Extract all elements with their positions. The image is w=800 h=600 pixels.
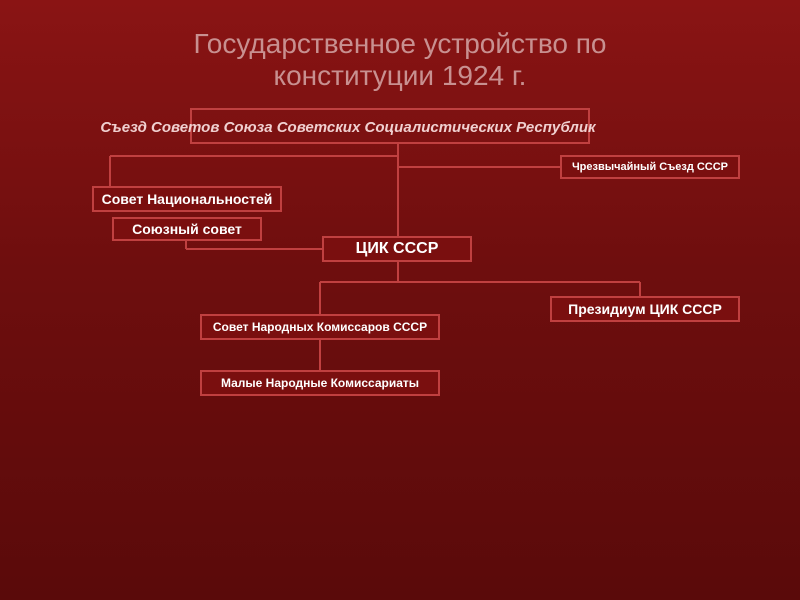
node-union-council: Союзный совет [112, 217, 262, 241]
title-line-1: Государственное устройство по [194, 28, 607, 59]
node-snk-ussr: Совет Народных Комиссаров СССР [200, 314, 440, 340]
slide-title: Государственное устройство по конституци… [0, 28, 800, 92]
node-extraordinary-congress: Чрезвычайный Съезд СССР [560, 155, 740, 179]
node-presidium-cik: Президиум ЦИК СССР [550, 296, 740, 322]
node-cik-ussr: ЦИК СССР [322, 236, 472, 262]
node-small-commissariats: Малые Народные Комиссариаты [200, 370, 440, 396]
title-line-2: конституции 1924 г. [274, 60, 527, 91]
slide: Государственное устройство по конституци… [0, 0, 800, 600]
congress-label: Съезд Советов Союза Советских Социалисти… [88, 116, 608, 138]
node-nationalities-council: Совет Национальностей [92, 186, 282, 212]
